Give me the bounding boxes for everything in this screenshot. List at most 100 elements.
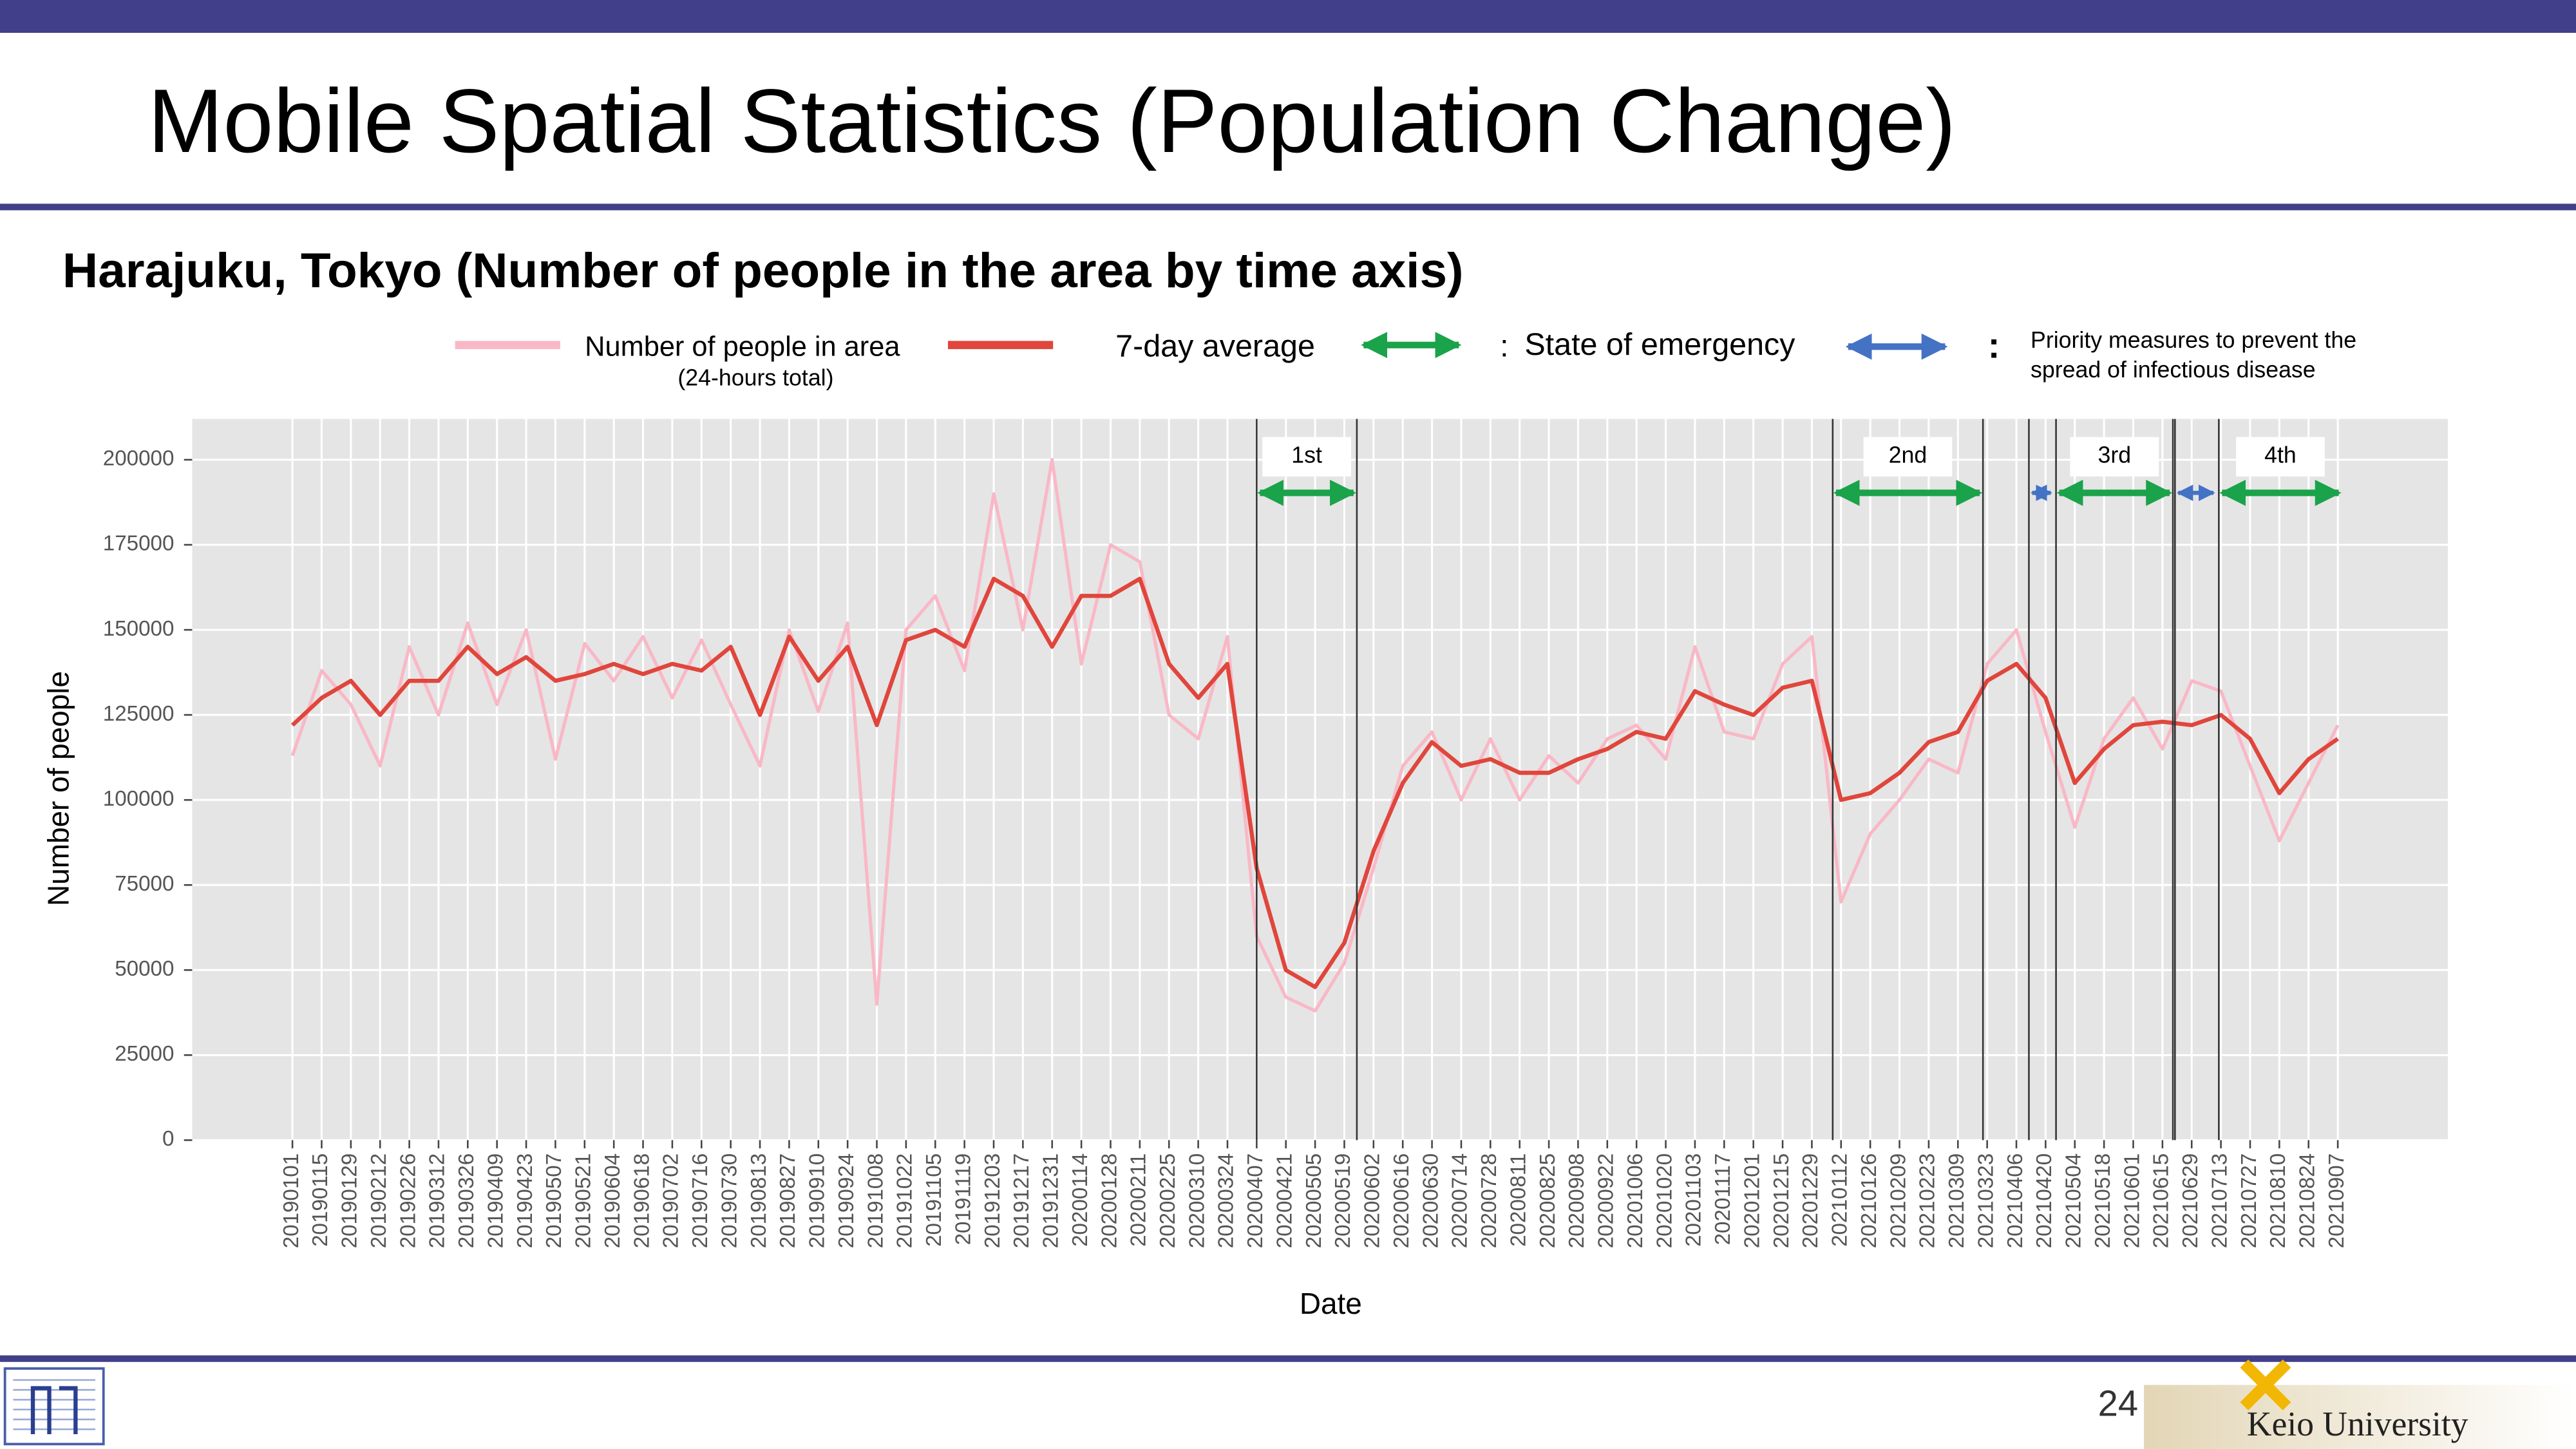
- x-tick-label: 20190507: [542, 1153, 566, 1249]
- x-tick-label: 20200407: [1244, 1153, 1267, 1249]
- legend-label: 7-day average: [1115, 329, 1315, 364]
- x-tick-label: 20210504: [2062, 1153, 2086, 1249]
- x-tick-label: 20191022: [893, 1153, 917, 1249]
- legend: Number of people in area (24-hours total)…: [455, 325, 2356, 391]
- period-label-box: [1262, 437, 1352, 477]
- x-tick-label: 20210615: [2150, 1153, 2174, 1249]
- x-tick-label: 20200225: [1156, 1153, 1180, 1249]
- x-tick-label: 20191217: [1010, 1153, 1034, 1249]
- y-tick-label: 100000: [103, 787, 175, 811]
- x-tick-label: 20190226: [396, 1153, 420, 1249]
- x-tick-label: 20210601: [2120, 1153, 2144, 1249]
- page-number: 24: [2098, 1383, 2138, 1424]
- x-tick-label: 20190827: [776, 1153, 800, 1249]
- x-tick-label: 20201215: [1770, 1153, 1794, 1249]
- x-tick-label: 20190115: [308, 1153, 332, 1247]
- x-tick-label: 20191008: [864, 1153, 887, 1249]
- keio-text: Keio University: [2247, 1405, 2468, 1443]
- period-label: 1st: [1291, 442, 1322, 468]
- x-tick-label: 20210223: [1916, 1153, 1940, 1249]
- x-tick-label: 20190212: [367, 1153, 391, 1249]
- legend-label: State of emergency: [1524, 327, 1795, 362]
- legend-label: Number of people in area: [585, 331, 900, 362]
- x-tick-label: 20190813: [747, 1153, 771, 1249]
- period-label-box: [2236, 437, 2325, 477]
- legend-label: spread of infectious disease: [2031, 357, 2316, 383]
- x-tick-label: 20190910: [806, 1153, 829, 1249]
- x-tick-label: 20210629: [2179, 1153, 2202, 1249]
- x-tick-label: 20200421: [1273, 1153, 1296, 1249]
- slide-title: Mobile Spatial Statistics (Population Ch…: [148, 70, 1956, 171]
- plot-panel: [192, 419, 2448, 1141]
- x-tick-label: 20200630: [1419, 1153, 1443, 1249]
- period-label-box: [2070, 437, 2159, 477]
- x-tick-label: 20210323: [1974, 1153, 1998, 1249]
- x-tick-label: 20190716: [688, 1153, 712, 1249]
- x-tick-label: 20200714: [1448, 1153, 1472, 1249]
- x-tick-label: 20190618: [630, 1153, 654, 1249]
- x-tick-label: 20190521: [572, 1153, 596, 1249]
- x-tick-label: 20191105: [922, 1153, 946, 1247]
- x-tick-label: 20190423: [513, 1153, 537, 1249]
- title-rule: [0, 204, 2576, 211]
- x-tick-label: 20210518: [2091, 1153, 2115, 1249]
- x-tick-label: 20201020: [1653, 1153, 1676, 1249]
- period-label: 2nd: [1889, 442, 1927, 468]
- x-tick-label: 20191203: [981, 1153, 1005, 1249]
- x-tick-label: 20190924: [835, 1153, 858, 1249]
- x-tick-label: 20210907: [2325, 1153, 2349, 1249]
- y-tick-label: 75000: [115, 872, 174, 896]
- y-tick-label: 150000: [103, 617, 175, 641]
- x-tick-label: 20200310: [1185, 1153, 1209, 1249]
- y-tick-label: 50000: [115, 957, 174, 981]
- slide-subtitle: Harajuku, Tokyo (Number of people in the…: [62, 243, 1464, 298]
- x-tick-label: 20210824: [2295, 1153, 2319, 1249]
- x-tick-label: 20210727: [2237, 1153, 2261, 1249]
- y-tick-label: 125000: [103, 702, 175, 726]
- x-tick-label: 20190409: [484, 1153, 507, 1249]
- keio-logo-bg: [2144, 1385, 2576, 1449]
- x-tick-label: 20191231: [1039, 1153, 1063, 1249]
- legend-separator: :: [1988, 325, 2000, 366]
- x-tick-label: 20200602: [1361, 1153, 1385, 1249]
- x-tick-label: 20201229: [1799, 1153, 1823, 1249]
- x-tick-label: 20200922: [1595, 1153, 1618, 1249]
- x-tick-label: 20200211: [1127, 1153, 1151, 1247]
- series-line: [290, 576, 2339, 989]
- period-label: 4th: [2264, 442, 2297, 468]
- y-tick-label: 200000: [103, 447, 175, 471]
- x-tick-label: 20210420: [2032, 1153, 2056, 1249]
- period-label: 3rd: [2098, 442, 2132, 468]
- x-tick-label: 20210406: [2003, 1153, 2027, 1249]
- plot: 0 25000 50000 75000 100000 125000 150000 175000…: [103, 419, 2448, 1249]
- x-tick-label: 20210713: [2208, 1153, 2231, 1249]
- x-tick-label: 20190326: [455, 1153, 478, 1249]
- x-tick-label: 20210112: [1828, 1153, 1852, 1247]
- x-tick-label: 20200811: [1506, 1153, 1530, 1247]
- x-tick-label: 20190730: [717, 1153, 741, 1249]
- keio-emblem: [2240, 1359, 2291, 1410]
- y-tick-label: 25000: [115, 1042, 174, 1066]
- x-tick-label: 20210309: [1945, 1153, 1969, 1249]
- x-tick-label: 20201006: [1624, 1153, 1647, 1249]
- legend-separator: :: [1500, 329, 1508, 364]
- x-tick-label: 20190604: [601, 1153, 625, 1249]
- x-tick-label: 20191119: [951, 1153, 975, 1245]
- x-axis-title: Date: [1300, 1287, 1362, 1320]
- x-tick-label: 20190101: [279, 1153, 303, 1249]
- x-tick-label: 20210126: [1857, 1153, 1881, 1249]
- x-tick-label: 20201117: [1711, 1153, 1735, 1245]
- x-tick-label: 20200825: [1536, 1153, 1560, 1249]
- x-tick-label: 20201201: [1740, 1153, 1764, 1249]
- legend-label: Priority measures to prevent the: [2031, 327, 2356, 353]
- bottom-rule: [0, 1355, 2576, 1362]
- top-bar: [0, 0, 2576, 33]
- x-tick-label: 20201103: [1682, 1153, 1706, 1247]
- x-tick-label: 20200505: [1302, 1153, 1326, 1249]
- legend-note: (24-hours total): [677, 365, 833, 391]
- x-tick-label: 20190702: [659, 1153, 683, 1249]
- period-label-box: [1863, 437, 1953, 477]
- y-tick-label: 175000: [103, 532, 175, 556]
- x-tick-label: 20190312: [426, 1153, 450, 1249]
